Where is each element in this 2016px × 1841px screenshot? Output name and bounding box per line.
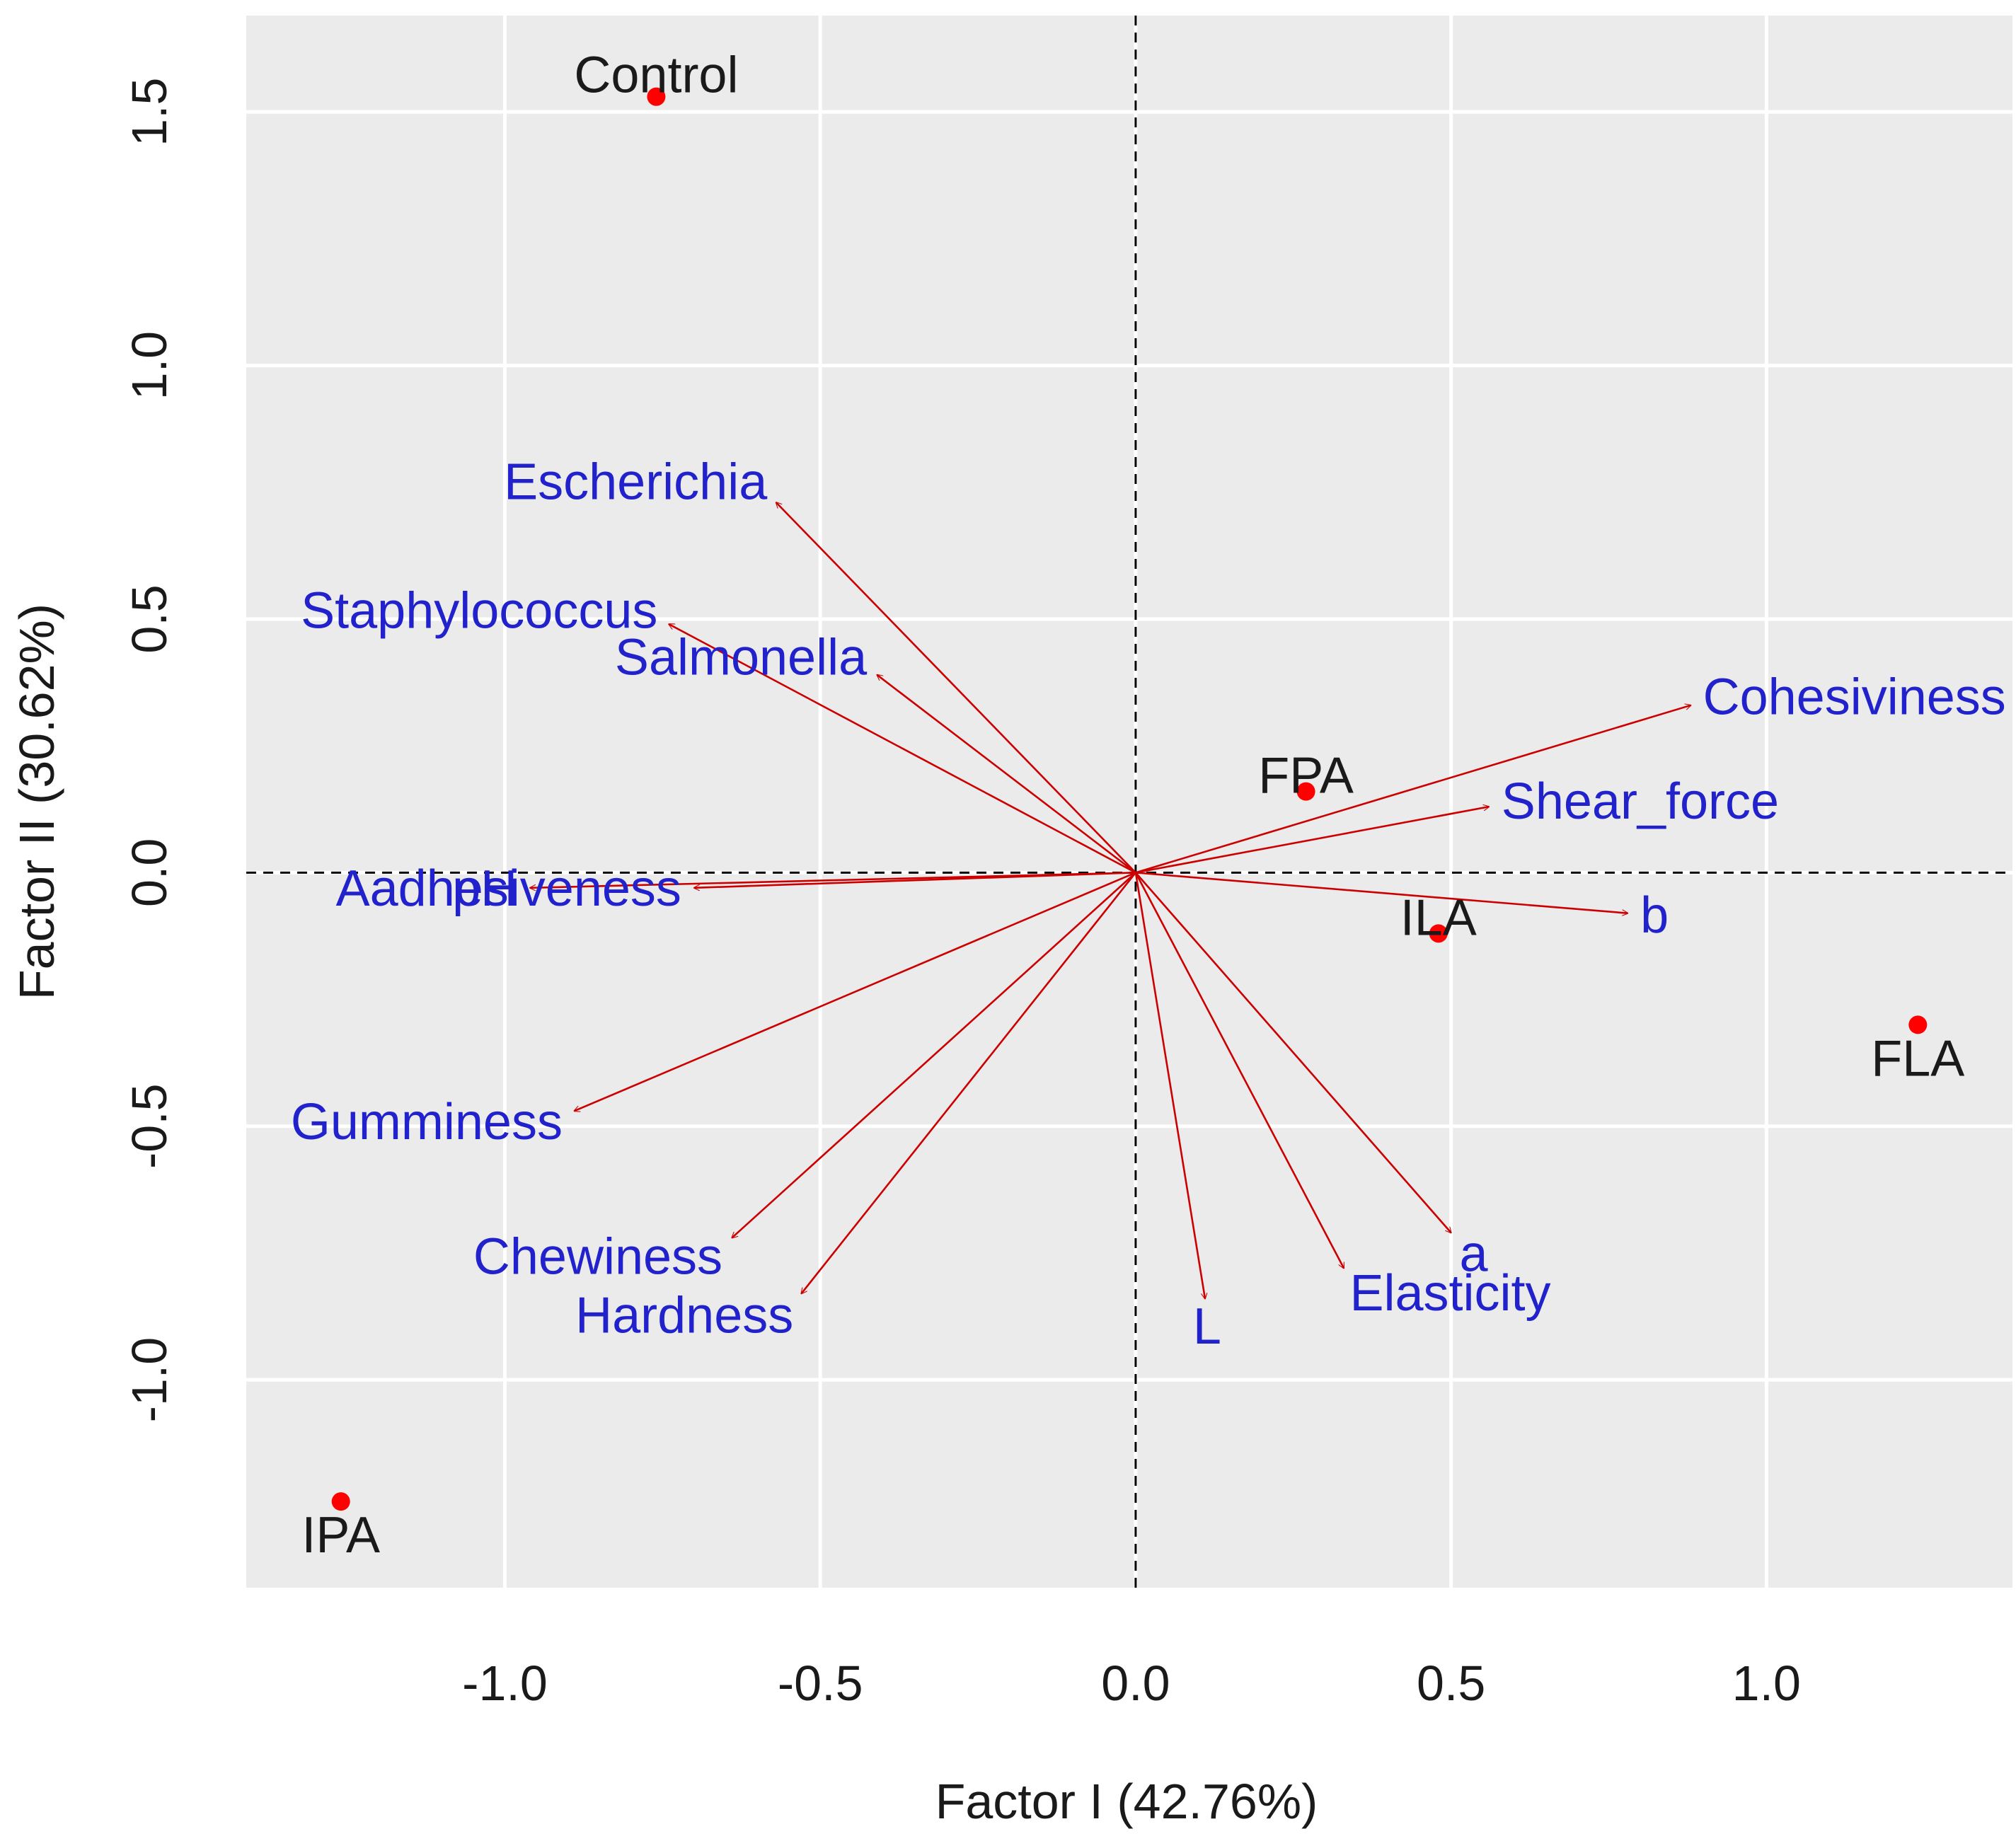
arrow-aadhesiveness xyxy=(694,872,1136,888)
arrow-gumminess xyxy=(575,872,1136,1111)
variable-label-elasticity: Elasticity xyxy=(1349,1265,1550,1322)
point-fla xyxy=(1908,1015,1928,1034)
arrow-elasticity xyxy=(1134,872,1345,1268)
y-tick-label: 1.0 xyxy=(122,331,177,400)
point-label-ipa: IPA xyxy=(301,1507,380,1564)
point-control xyxy=(647,87,666,106)
arrow-salmonella xyxy=(877,675,1136,874)
x-axis-title: Factor I (42.76%) xyxy=(935,1774,1318,1829)
variable-label-b: b xyxy=(1640,887,1669,944)
y-tick-label: -0.5 xyxy=(122,1083,177,1169)
variable-label-hardness: Hardness xyxy=(575,1288,793,1344)
arrow-a xyxy=(1134,872,1451,1233)
plot-panel xyxy=(246,16,2012,1588)
variable-label-salmonella: Salmonella xyxy=(615,630,868,686)
variable-arrows xyxy=(530,502,1690,1298)
point-label-control: Control xyxy=(574,47,738,104)
observation-points xyxy=(331,87,1928,1511)
x-tick-label: 0.0 xyxy=(1101,1656,1170,1711)
variable-label-gumminess: Gumminess xyxy=(291,1094,563,1150)
y-tick-label: -1.0 xyxy=(122,1337,177,1423)
point-ipa xyxy=(331,1492,350,1511)
observation-labels: Control FPA ILA FLA IPA xyxy=(301,47,1964,1564)
variable-label-shear-force: Shear_force xyxy=(1502,773,1779,830)
arrow-b xyxy=(1135,872,1628,913)
point-label-fpa: FPA xyxy=(1258,748,1354,804)
point-label-ila: ILA xyxy=(1400,889,1477,946)
y-tick-label: 0.0 xyxy=(122,838,177,907)
variable-label-chewiness: Chewiness xyxy=(473,1228,722,1285)
x-tick-label: 0.5 xyxy=(1417,1656,1485,1711)
point-ila xyxy=(1429,924,1448,943)
y-axis-title: Factor II (30.62%) xyxy=(9,604,64,1000)
y-tick-label: 0.5 xyxy=(122,584,177,653)
arrow-chewiness xyxy=(732,872,1136,1237)
variable-label-cohesiviness: Cohesiviness xyxy=(1703,669,2006,725)
x-tick-label: -1.0 xyxy=(462,1656,548,1711)
variable-label-escherichia: Escherichia xyxy=(504,454,768,510)
arrow-hardness xyxy=(801,872,1136,1293)
arrow-staphylococcus xyxy=(669,623,1136,874)
y-axis-ticks: -1.0 -0.5 0.0 0.5 1.0 1.5 xyxy=(122,78,177,1423)
variable-label-a: a xyxy=(1459,1225,1488,1282)
variable-label-staphylococcus: Staphylococcus xyxy=(301,582,657,639)
y-tick-label: 1.5 xyxy=(122,78,177,146)
point-label-fla: FLA xyxy=(1871,1030,1964,1087)
arrow-ph xyxy=(530,872,1136,888)
x-tick-label: 1.0 xyxy=(1732,1656,1801,1711)
arrow-escherichia xyxy=(776,502,1136,874)
variable-label-l: L xyxy=(1193,1298,1221,1355)
variable-label-aadhesiveness: Aadhesiveness xyxy=(336,860,681,917)
arrow-shear-force xyxy=(1135,807,1489,874)
variable-label-ph: pH xyxy=(452,860,517,917)
point-fpa xyxy=(1296,782,1315,801)
x-tick-label: -0.5 xyxy=(778,1656,863,1711)
arrow-l xyxy=(1134,872,1205,1298)
x-axis-ticks: -1.0 -0.5 0.0 0.5 1.0 xyxy=(462,1656,1801,1711)
arrow-cohesiviness xyxy=(1135,705,1690,874)
